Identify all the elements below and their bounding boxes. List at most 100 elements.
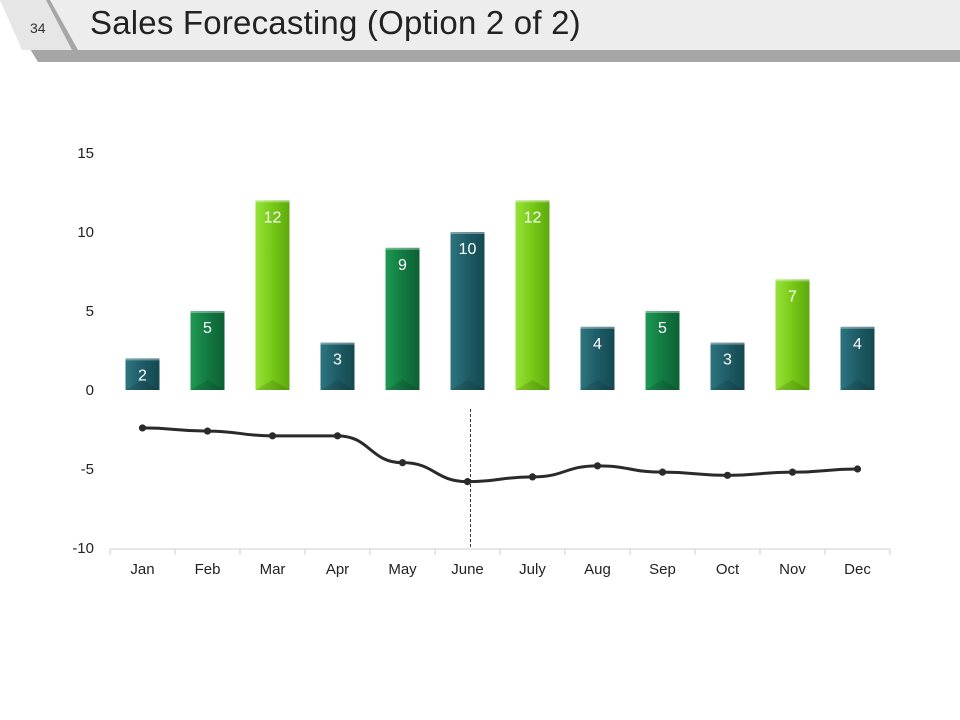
header-banner-shape — [0, 0, 960, 62]
bar-rect — [320, 342, 355, 390]
bar-data-label: 5 — [203, 320, 212, 337]
bar-data-label: 3 — [723, 352, 732, 369]
y-tick-label: -5 — [81, 461, 94, 478]
page-number: 34 — [30, 20, 46, 36]
forecast-point-dec — [853, 465, 862, 473]
bar-shade — [385, 380, 420, 390]
bar-shade — [580, 380, 615, 390]
bar-data-label: 9 — [398, 257, 407, 274]
bar-data-label: 12 — [264, 209, 282, 226]
bar-shade — [190, 380, 225, 390]
bar-bevel — [840, 326, 875, 329]
x-tick-label: Jan — [130, 561, 154, 578]
slide-header: 34 Sales Forecasting (Option 2 of 2) — [0, 0, 960, 62]
forecast-line — [142, 426, 858, 484]
bar-shade — [515, 380, 550, 390]
bar-shade — [320, 380, 355, 390]
y-tick-label: 5 — [86, 303, 94, 320]
bar-rect — [515, 200, 550, 390]
bar-data-label: 5 — [658, 320, 667, 337]
y-tick-label: 10 — [77, 224, 94, 241]
bar-shade — [125, 380, 160, 390]
forecast-point-june — [463, 478, 472, 486]
forecast-points — [138, 424, 862, 486]
bar-rect — [580, 326, 615, 390]
forecast-point-aug — [593, 462, 602, 470]
bar-data-label: 12 — [524, 209, 542, 226]
bar-data-label: 3 — [333, 352, 342, 369]
x-tick-label: May — [388, 561, 417, 578]
x-axis-ticks — [109, 549, 891, 555]
bar-rect — [190, 311, 225, 390]
x-tick-label: Aug — [584, 561, 611, 578]
x-tick-label: June — [451, 561, 484, 578]
bar-bevel — [775, 279, 810, 282]
bar-data-label: 2 — [138, 367, 147, 384]
forecast-point-apr — [333, 432, 342, 440]
forecast-point-feb — [203, 427, 212, 435]
bar-rect — [255, 200, 290, 390]
x-tick-label: Nov — [779, 561, 806, 578]
bar-shade — [840, 380, 875, 390]
bar-bevel — [645, 311, 680, 313]
bar-shade — [710, 380, 745, 390]
bar-july: 12 — [515, 200, 550, 390]
bar-bevel — [255, 200, 290, 203]
x-tick-label: Dec — [844, 561, 871, 578]
bar-data-label: 10 — [459, 241, 477, 258]
bar-dec: 4 — [840, 326, 875, 390]
bar-jan: 2 — [125, 358, 160, 390]
bar-bevel — [385, 247, 420, 250]
bar-bevel — [320, 342, 355, 345]
x-tick-label: Feb — [195, 561, 221, 578]
forecast-point-nov — [788, 468, 797, 476]
y-axis-labels: 15 10 5 0 -5 -10 — [72, 145, 94, 557]
x-tick-label: July — [519, 561, 546, 578]
x-tick-label: Sep — [649, 561, 676, 578]
bar-bevel — [580, 326, 615, 329]
bar-bevel — [190, 311, 225, 313]
bar-apr: 3 — [320, 342, 355, 390]
forecast-point-oct — [723, 471, 732, 479]
x-axis-labels: Jan Feb Mar Apr May June July Aug Sep Oct Nov Dec — [130, 561, 871, 578]
bar-rect — [840, 326, 875, 390]
forecast-point-may — [398, 459, 407, 467]
bar-rect — [125, 358, 160, 390]
bar-data-label: 4 — [853, 336, 862, 353]
bar-shade — [450, 380, 485, 390]
x-tick-label: Apr — [326, 561, 349, 578]
bar-bevel — [450, 232, 485, 234]
bar-bevel — [710, 342, 745, 345]
bar-june: 10 — [450, 232, 485, 390]
y-tick-label: 0 — [86, 382, 94, 399]
forecast-point-july — [528, 473, 537, 481]
bar-bevel — [125, 358, 160, 361]
page-title: Sales Forecasting (Option 2 of 2) — [90, 4, 581, 41]
bar-data-label: 7 — [788, 288, 797, 305]
forecast-point-sep — [658, 468, 667, 476]
bar-data-label: 4 — [593, 336, 602, 353]
bar-rect — [385, 247, 420, 390]
y-tick-label: 15 — [77, 145, 94, 162]
forecast-point-mar — [268, 432, 277, 440]
x-tick-label: Mar — [260, 561, 286, 578]
bar-bevel — [515, 200, 550, 203]
bar-aug: 4 — [580, 326, 615, 390]
bar-rect — [645, 311, 680, 390]
bar-oct: 3 — [710, 342, 745, 390]
bar-shade — [775, 380, 810, 390]
bar-series: 2 5 12 3 9 10 12 4 5 3 7 4 — [125, 200, 875, 390]
bar-sep: 5 — [645, 311, 680, 390]
bar-feb: 5 — [190, 311, 225, 390]
bar-nov: 7 — [775, 279, 810, 390]
bar-may: 9 — [385, 247, 420, 390]
x-tick-label: Oct — [716, 561, 740, 578]
bar-mar: 12 — [255, 200, 290, 390]
bar-rect — [450, 232, 485, 390]
bar-rect — [710, 342, 745, 390]
bar-shade — [645, 380, 680, 390]
bar-shade — [255, 380, 290, 390]
forecast-point-jan — [138, 424, 147, 432]
y-tick-label: -10 — [72, 540, 94, 557]
